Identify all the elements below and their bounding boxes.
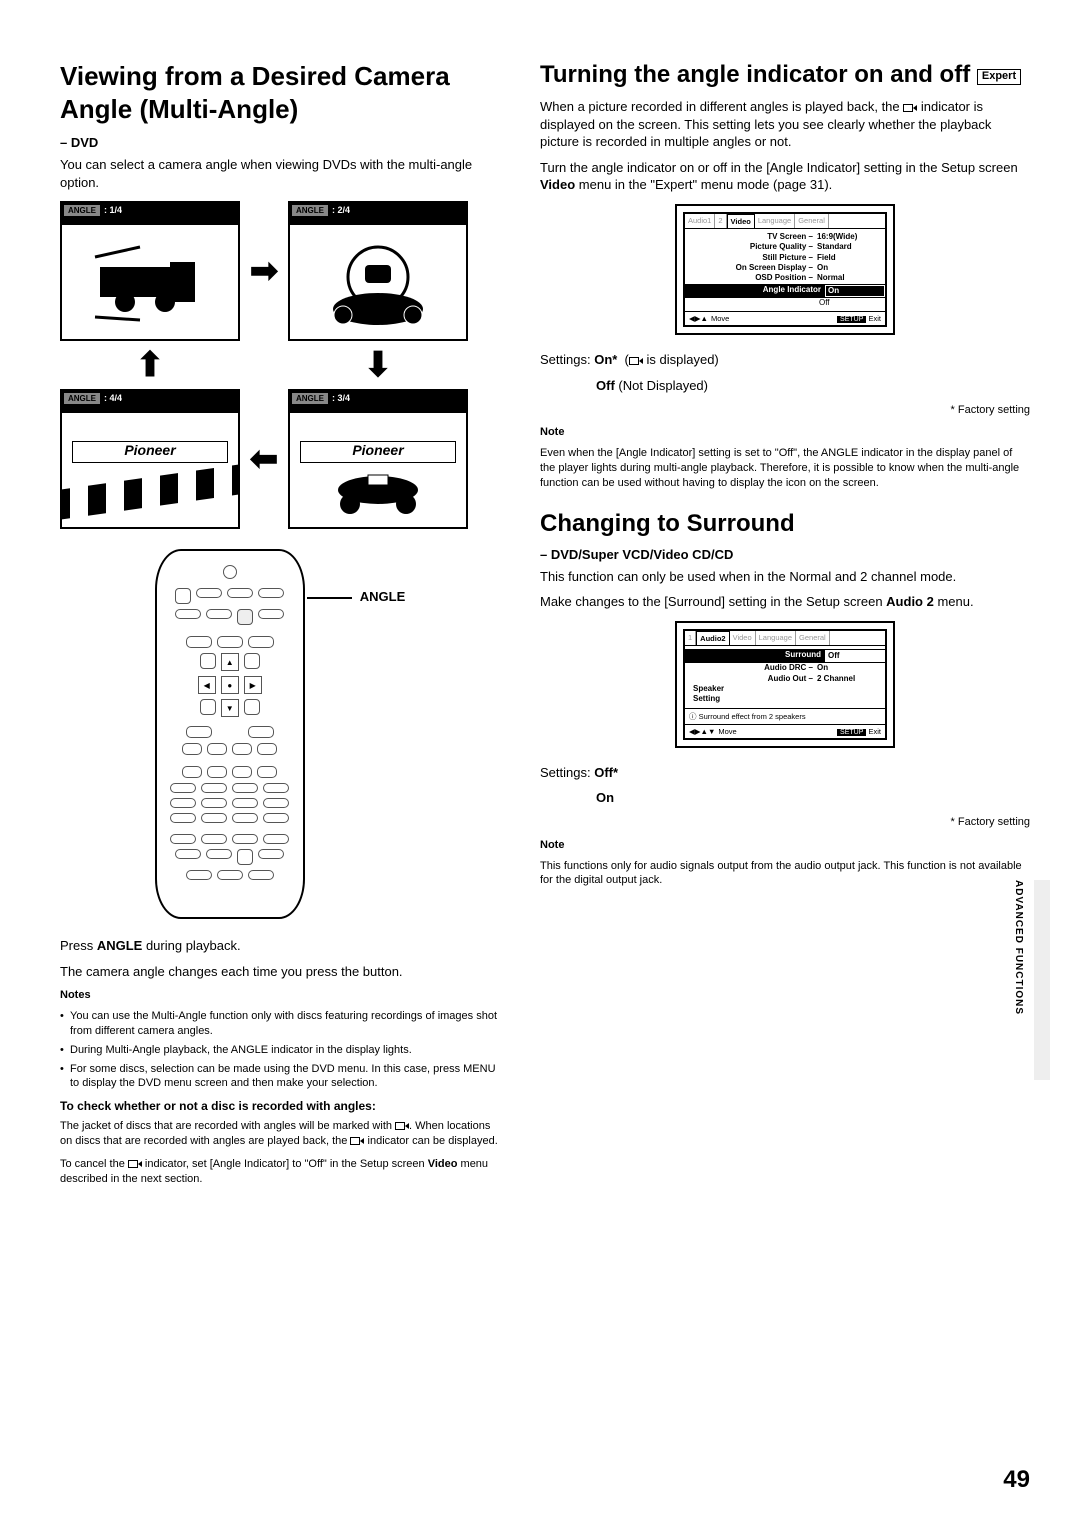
angle-tag: ANGLE	[64, 393, 100, 404]
remote-diagram: ▲ ◀●▶ ▼ ANGLE	[60, 549, 500, 919]
osd-tab: Language	[755, 214, 795, 228]
angle-icon	[128, 1158, 142, 1168]
osd-tab: 2	[715, 214, 726, 228]
osd-tab: General	[796, 631, 830, 645]
osd-tab: General	[795, 214, 829, 228]
settings-2: Settings: Off*	[540, 764, 1030, 782]
note-heading-2: Note	[540, 838, 1030, 853]
osd-video-menu: Audio1 2 Video Language General TV Scree…	[675, 204, 895, 336]
right-p3: This function can only be used when in t…	[540, 568, 1030, 586]
side-section-label: ADVANCED FUNCTIONS	[1013, 880, 1024, 1015]
press-angle: Press ANGLE during playback.	[60, 937, 500, 955]
page-number: 49	[1003, 1466, 1030, 1494]
angle-shot-3: ANGLE: 3/4 Pioneer	[288, 389, 468, 529]
check-p1: The jacket of discs that are recorded wi…	[60, 1119, 500, 1149]
note-item: For some discs, selection can be made us…	[60, 1062, 500, 1092]
left-p2: The camera angle changes each time you p…	[60, 963, 500, 981]
angle-tag: ANGLE	[64, 205, 100, 216]
note-item: You can use the Multi-Angle function onl…	[60, 1009, 500, 1039]
sub-dvd: – DVD	[60, 135, 500, 150]
left-heading: Viewing from a Desired Camera Angle (Mul…	[60, 60, 500, 125]
notes-heading: Notes	[60, 988, 500, 1003]
angle-tag: ANGLE	[292, 205, 328, 216]
sub-dvd-svcd: – DVD/Super VCD/Video CD/CD	[540, 547, 1030, 562]
osd-tab: 1	[685, 631, 696, 645]
left-p1: You can select a camera angle when viewi…	[60, 156, 500, 191]
angle-tag: ANGLE	[292, 393, 328, 404]
brand-banner: Pioneer	[72, 441, 228, 463]
angle-val-3: 3/4	[338, 393, 351, 403]
osd-tab-active: Video	[727, 214, 755, 228]
right-p4: Make changes to the [Surround] setting i…	[540, 593, 1030, 611]
arrow-right: ➡	[250, 251, 279, 291]
angle-icon	[395, 1120, 409, 1130]
settings-1-off: Off (Not Displayed)	[540, 377, 1030, 395]
arrow-down: ⬇	[364, 345, 393, 385]
settings-2-on: On	[540, 789, 1030, 807]
osd-tab: Audio1	[685, 214, 715, 228]
arrow-up: ⬆	[136, 345, 165, 385]
right-p2: Turn the angle indicator on or off in th…	[540, 159, 1030, 194]
note-p-2: This functions only for audio signals ou…	[540, 859, 1030, 889]
check-p2: To cancel the indicator, set [Angle Indi…	[60, 1157, 500, 1187]
angle-icon	[903, 102, 917, 112]
angle-shot-2: ANGLE: 2/4	[288, 201, 468, 341]
osd-audio2-menu: 1 Audio2 Video Language General Surround…	[675, 621, 895, 748]
side-tab	[1034, 880, 1050, 1080]
angle-button-label: ANGLE	[360, 589, 406, 604]
arrow-left: ⬅	[250, 439, 279, 479]
angle-val-4: 4/4	[110, 393, 123, 403]
angle-grid: ANGLE: 1/4 ➡ ANGLE: 2/4 ⬆ ⬇ ANGLE: 4/4 P…	[60, 201, 500, 529]
note-item: During Multi-Angle playback, the ANGLE i…	[60, 1043, 500, 1058]
expert-tag: Expert	[977, 69, 1021, 85]
right-heading-2: Changing to Surround	[540, 509, 1030, 539]
note-heading-1: Note	[540, 425, 1030, 440]
osd-tab-active: Audio2	[696, 631, 729, 645]
factory-1: * Factory setting	[540, 403, 1030, 418]
angle-shot-4: ANGLE: 4/4 Pioneer	[60, 389, 240, 529]
factory-2: * Factory setting	[540, 815, 1030, 830]
right-heading-1: Turning the angle indicator on and off E…	[540, 60, 1030, 90]
check-heading: To check whether or not a disc is record…	[60, 1099, 500, 1113]
osd-tab: Language	[756, 631, 796, 645]
angle-val-2: 2/4	[338, 205, 351, 215]
angle-icon	[629, 355, 643, 365]
brand-banner: Pioneer	[300, 441, 456, 463]
notes-list: You can use the Multi-Angle function onl…	[60, 1009, 500, 1091]
angle-icon	[350, 1135, 364, 1145]
osd-tab: Video	[730, 631, 756, 645]
angle-shot-1: ANGLE: 1/4	[60, 201, 240, 341]
right-p1: When a picture recorded in different ang…	[540, 98, 1030, 151]
note-p-1: Even when the [Angle Indicator] setting …	[540, 446, 1030, 491]
angle-val-1: 1/4	[110, 205, 123, 215]
settings-1: Settings: On* ( is displayed)	[540, 351, 1030, 369]
